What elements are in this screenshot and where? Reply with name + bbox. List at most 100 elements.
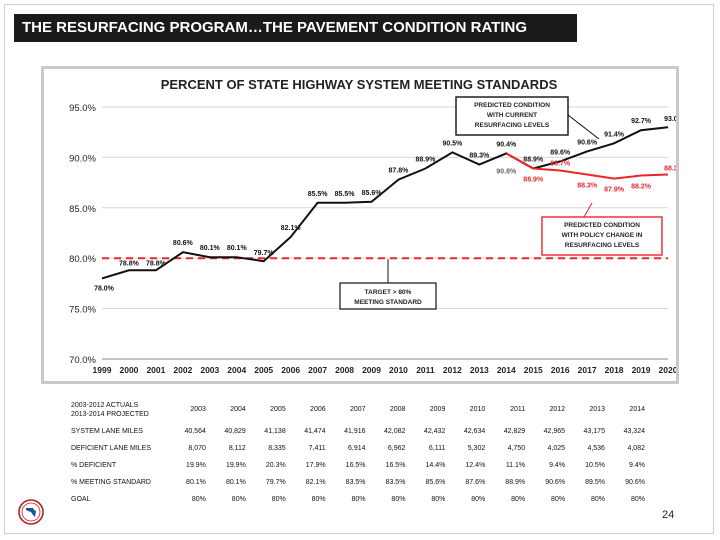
table-cell: 80%: [551, 496, 566, 503]
table-cell: 12.4%: [465, 462, 486, 469]
chart-container: PERCENT OF STATE HIGHWAY SYSTEM MEETING …: [41, 66, 685, 384]
data-label-current: 92.7%: [631, 118, 652, 125]
table-cell: 80%: [351, 496, 366, 503]
data-label-current: 80.6%: [173, 240, 194, 247]
x-tick-label: 2016: [551, 365, 570, 375]
table-cell: 5,302: [467, 445, 486, 452]
data-label-current: 80.1%: [200, 245, 221, 252]
x-tick-label: 2013: [470, 365, 489, 375]
table-cell: 42,965: [543, 428, 566, 435]
table-cell: 20.3%: [265, 462, 286, 469]
table-cell: 10.5%: [585, 462, 605, 469]
table-cell: 89.5%: [585, 479, 605, 486]
y-tick-label: 95.0%: [69, 103, 96, 114]
data-label-policy: 88.9%: [523, 176, 544, 183]
annotation-text-current: WITH CURRENT: [487, 112, 537, 119]
table-cell: 16.5%: [345, 462, 366, 469]
table-cell: 40,564: [184, 428, 206, 435]
data-label-current: 90.6%: [577, 139, 598, 146]
table-cell: 85.6%: [425, 479, 446, 486]
table-cell: 6,111: [428, 445, 446, 452]
slide-frame: [4, 4, 714, 534]
data-label-policy: 87.9%: [604, 187, 625, 194]
x-tick-label: 2012: [443, 365, 462, 375]
data-label-current: 89.6%: [550, 149, 571, 156]
x-tick-label: 2019: [632, 365, 651, 375]
table-cell: 83.5%: [345, 479, 366, 486]
table-cell: 80%: [471, 496, 486, 503]
table-cell: 41,916: [344, 428, 366, 435]
table-cell: 80%: [391, 496, 406, 503]
table-year-header: 2011: [510, 406, 526, 413]
table-cell: 83.5%: [385, 479, 406, 486]
data-label-current: 78.8%: [146, 260, 167, 267]
table-cell: 42,082: [384, 428, 406, 435]
table-cell: 90.6%: [545, 479, 566, 486]
table-cell: 42,432: [423, 428, 446, 435]
x-tick-label: 2004: [227, 365, 246, 375]
x-tick-label: 2007: [308, 365, 327, 375]
annotation-box-current: [455, 96, 569, 136]
data-label-current: 85.5%: [335, 191, 356, 198]
annotation-text-policy: RESURFACING LEVELS: [565, 242, 640, 249]
table-cell: 11.1%: [505, 462, 526, 469]
data-label-policy: 88.3%: [664, 166, 676, 173]
table-cell: 79.7%: [265, 479, 286, 486]
table-cell: 6,962: [387, 445, 406, 452]
data-label-current: 78.8%: [119, 260, 140, 267]
table-cell: 9.4%: [629, 462, 645, 469]
data-label-current: 90.5%: [442, 140, 463, 147]
x-tick-label: 2011: [416, 365, 435, 375]
table-cell: 4,750: [507, 445, 526, 452]
table-year-header: 2003: [190, 406, 206, 413]
table-cell: 80%: [590, 496, 605, 503]
table-cell: 8,070: [188, 445, 206, 452]
data-table: 2003-2012 ACTUALS 2013-2014 PROJECTED 2003…: [68, 396, 648, 508]
table-year-header: 2008: [389, 406, 406, 413]
table-header-label: 2003-2012 ACTUALS 2013-2014 PROJECTED: [68, 396, 169, 423]
x-tick-label: 2001: [146, 365, 165, 375]
data-label-current: 80.1%: [227, 245, 248, 252]
table-row-label: DEFICIENT LANE MILES: [71, 445, 152, 452]
table-cell: 80.1%: [186, 479, 206, 486]
table-cell: 80%: [311, 496, 326, 503]
table-header-row: 2003-2012 ACTUALS 2013-2014 PROJECTED 2003…: [68, 396, 648, 423]
table-header-label-line2: 2013-2014 PROJECTED: [71, 410, 149, 418]
table-cell: 41,138: [264, 428, 286, 435]
table-cell: 14.4%: [425, 462, 446, 469]
table-cell: 8,112: [228, 445, 246, 452]
x-tick-label: 2014: [497, 365, 516, 375]
data-label-current: 79.7%: [254, 250, 275, 257]
table-year-header: 2012: [549, 406, 566, 413]
table-cell: 80%: [630, 496, 645, 503]
table-cell: 4,082: [627, 445, 645, 452]
table-cell: 88.9%: [505, 479, 526, 486]
table-row-label: GOAL: [71, 496, 91, 503]
x-tick-label: 2005: [254, 365, 273, 375]
table-cell: 87.6%: [465, 479, 486, 486]
target-label-line2: MEETING STANDARD: [354, 299, 422, 306]
table-year-header: 2004: [230, 406, 246, 413]
x-tick-label: 2010: [389, 365, 408, 375]
table-cell: 9.4%: [549, 462, 566, 469]
x-tick-label: 2009: [362, 365, 381, 375]
annotation-text-policy: WITH POLICY CHANGE IN: [562, 232, 643, 239]
table-year-header: 2013: [589, 406, 605, 413]
table-cell: 43,175: [583, 428, 605, 435]
table-cell: 80%: [231, 496, 246, 503]
x-tick-label: 2002: [173, 365, 192, 375]
table-cell: 6,914: [348, 445, 366, 452]
table-row-label: % MEETING STANDARD: [71, 479, 151, 486]
table-row: SYSTEM LANE MILES 40,564 40,829 41,138 41,47…: [68, 423, 648, 440]
x-tick-label: 2020: [659, 365, 676, 375]
table-row: % MEETING STANDARD 80.1% 80.1% 79.7% 82.1% 83…: [68, 474, 648, 491]
data-label-current: 88.9%: [415, 156, 436, 163]
table-cell: 19.9%: [225, 462, 246, 469]
data-label-current: 91.4%: [604, 131, 625, 138]
table-cell: 82.1%: [305, 479, 326, 486]
table-cell: 4,025: [547, 445, 566, 452]
y-tick-label: 85.0%: [69, 204, 96, 215]
x-tick-label: 2017: [578, 365, 597, 375]
table-year-header: 2007: [349, 406, 366, 413]
annotation-text-current: PREDICTED CONDITION: [474, 102, 550, 109]
